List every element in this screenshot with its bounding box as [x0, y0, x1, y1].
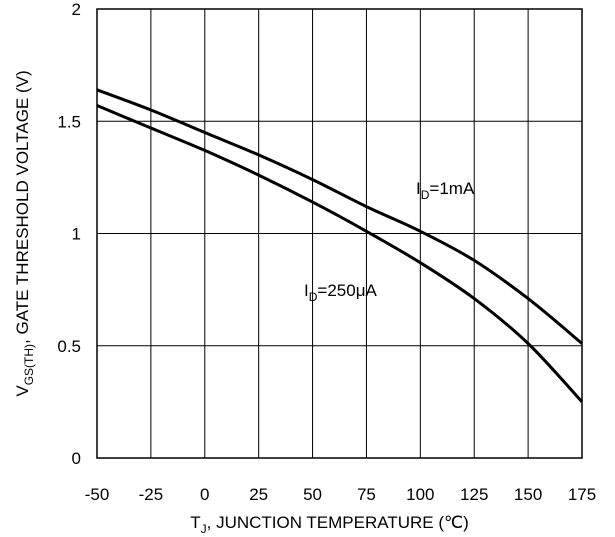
x-tick-label: 100 — [406, 485, 434, 504]
x-tick-label: 150 — [514, 485, 542, 504]
y-tick-label: 1 — [72, 225, 81, 244]
series-line-1 — [96, 104, 584, 403]
series-layer — [96, 88, 584, 403]
series-label-1ma-rest: =1mA — [429, 179, 475, 198]
series-label-250ua-rest: =250μA — [317, 281, 377, 300]
series-label-250ua: ID=250μA — [304, 281, 377, 304]
y-axis-title-main: V — [13, 385, 32, 397]
x-tick-label: 50 — [303, 485, 322, 504]
plot-frame — [96, 8, 583, 459]
y-tick-labels: 0 0.5 1 1.5 2 — [57, 0, 81, 468]
series-line-0 — [96, 88, 583, 345]
series-label-250ua-sub: D — [309, 290, 318, 304]
x-tick-label: 25 — [249, 485, 268, 504]
y-tick-label: 0.5 — [57, 337, 81, 356]
x-tick-label: -50 — [85, 485, 110, 504]
x-tick-label: 0 — [200, 485, 209, 504]
y-axis-title-rest: , GATE THRESHOLD VOLTAGE (V) — [13, 70, 32, 344]
y-tick-label: 2 — [72, 0, 81, 19]
y-axis-title: VGS(TH), GATE THRESHOLD VOLTAGE (V) — [13, 70, 36, 396]
x-tick-labels: -50 -25 0 25 50 75 100 125 150 175 — [85, 485, 596, 504]
x-tick-label: 125 — [460, 485, 488, 504]
y-axis-title-sub: GS(TH) — [22, 344, 36, 385]
x-axis-title-sub: J — [201, 522, 207, 536]
x-tick-label: -25 — [139, 485, 164, 504]
series-label-250ua-main: I — [304, 281, 309, 300]
grid — [97, 9, 582, 458]
y-tick-label: 1.5 — [57, 112, 81, 131]
x-tick-label: 75 — [357, 485, 376, 504]
series-label-1ma-main: I — [416, 179, 421, 198]
series-label-1ma: ID=1mA — [416, 179, 475, 202]
y-tick-label: 0 — [72, 449, 81, 468]
x-axis-title: TJ, JUNCTION TEMPERATURE (℃) — [190, 513, 469, 536]
x-tick-label: 175 — [568, 485, 596, 504]
x-axis-title-rest: , JUNCTION TEMPERATURE (℃) — [207, 513, 469, 532]
x-axis-title-main: T — [190, 513, 200, 532]
series-label-1ma-sub: D — [421, 188, 430, 202]
